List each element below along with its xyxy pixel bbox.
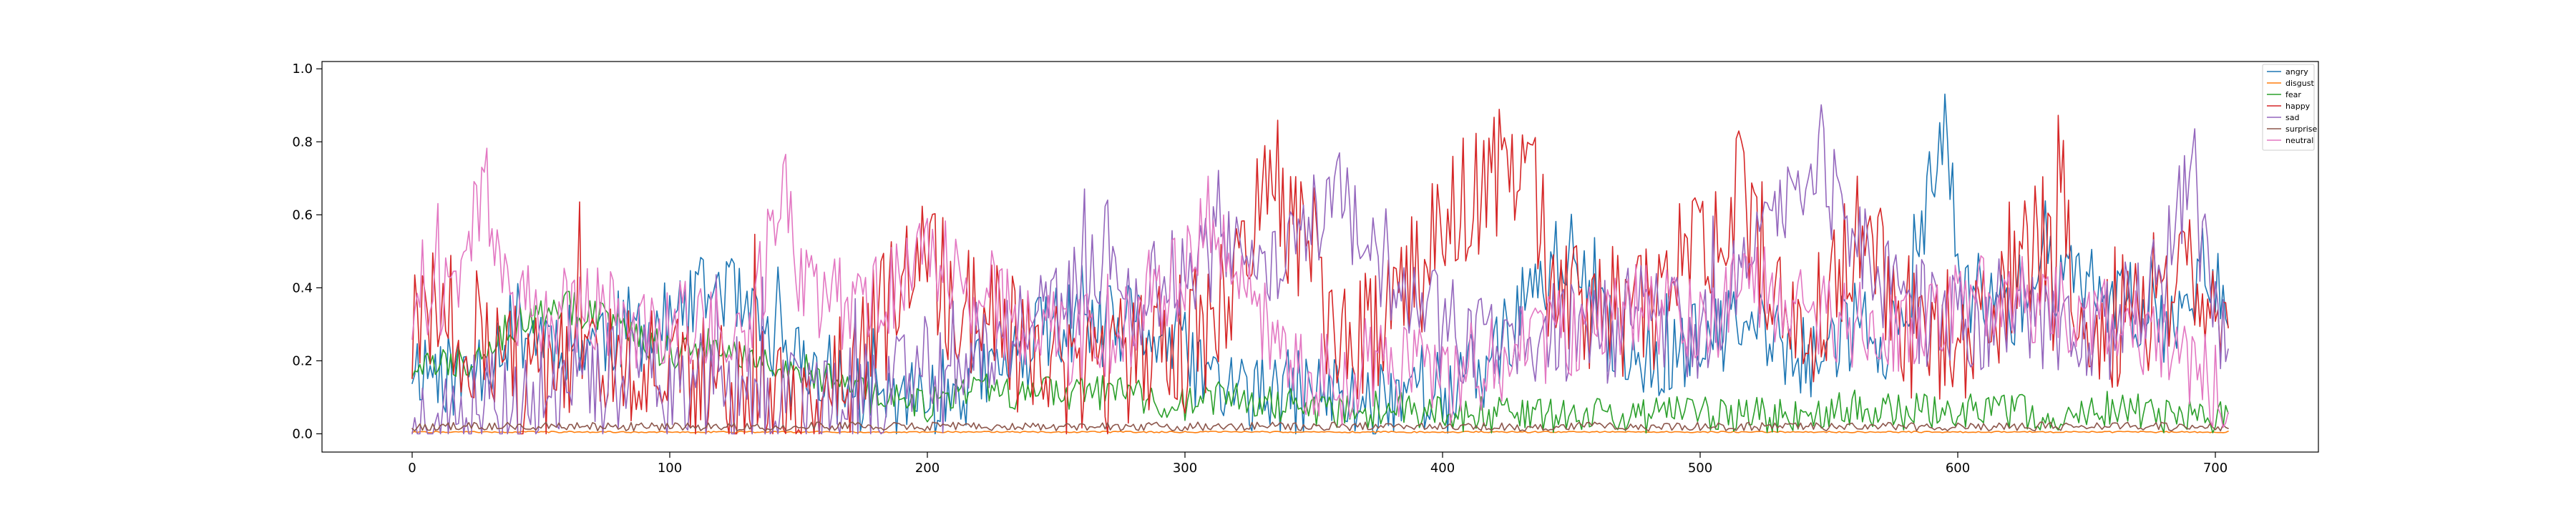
plot-frame [321,61,2319,453]
x-tick-label: 400 [1430,461,1455,476]
series-line-surprise [411,421,2229,432]
x-tick-label: 500 [1688,461,1712,476]
x-tick-label: 300 [1173,461,1197,476]
legend-label-disgust: disgust [2285,79,2314,88]
x-tick-label: 0 [408,461,416,476]
x-tick-label: 200 [915,461,940,476]
y-tick-label: 0.0 [292,426,313,441]
x-tick-label: 700 [2203,461,2228,476]
legend-label-happy: happy [2285,102,2311,111]
y-tick-label: 1.0 [292,62,313,77]
legend-label-surprise: surprise [2285,124,2318,134]
x-tick-label: 600 [1946,461,1970,476]
legend-label-sad: sad [2285,113,2299,122]
y-axis: 0.0 0.2 0.4 0.6 0.8 1.0 [292,62,322,441]
y-tick-label: 0.2 [292,353,313,368]
y-tick-label: 0.4 [292,280,313,295]
legend: angry disgust fear happy sad surprise neutral [2262,64,2318,151]
legend-label-angry: angry [2285,67,2308,77]
legend-label-neutral: neutral [2285,136,2313,145]
x-axis: 0 100 200 300 400 500 600 700 [408,452,2228,476]
series-layer [411,93,2229,435]
y-tick-label: 0.6 [292,207,313,222]
series-line-disgust [411,431,2229,433]
series-line-neutral [411,147,2229,428]
x-tick-label: 100 [658,461,682,476]
legend-label-fear: fear [2285,90,2301,99]
y-tick-label: 0.8 [292,134,313,149]
